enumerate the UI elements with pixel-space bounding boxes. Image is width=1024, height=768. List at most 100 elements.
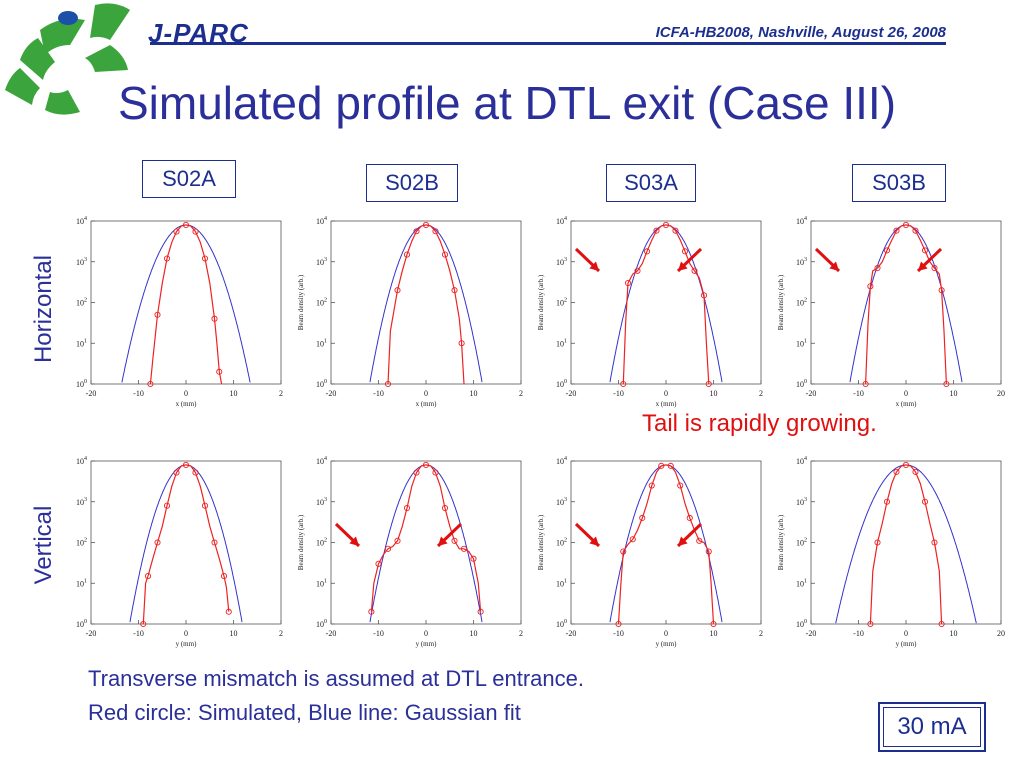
j-parc-logo-icon — [5, 3, 130, 115]
simulated-point-s02a-horizontal — [173, 228, 180, 235]
simulated-point-s03b-horizontal — [867, 283, 874, 290]
arrow-head-right-s03a-vertical — [678, 536, 688, 546]
simulated-point-s02b-vertical — [470, 555, 477, 562]
simulated-point-s02a-vertical — [225, 608, 232, 615]
simulated-line-s03a-vertical — [617, 464, 715, 625]
y-tick-label-s02a-horizontal: 100 — [76, 379, 87, 389]
y-tick-label-s02a-vertical: 101 — [76, 578, 87, 588]
gaussian-fit-line-s02a-horizontal — [121, 224, 251, 383]
simulated-point-s02b-vertical — [451, 537, 458, 544]
simulated-point-s03b-horizontal — [902, 221, 910, 228]
simulated-point-s02b-vertical — [375, 560, 382, 567]
x-axis-label-s03a-horizontal: x (mm) — [656, 400, 677, 408]
x-tick-label-s02a-vertical: -10 — [133, 629, 144, 638]
y-tick-label-s03b-vertical: 101 — [796, 578, 807, 588]
y-tick-label-s03a-horizontal: 100 — [556, 379, 567, 389]
simulated-point-s03b-vertical — [912, 468, 919, 475]
simulated-point-s02a-horizontal — [201, 255, 209, 262]
y-tick-label-s03b-horizontal: 101 — [796, 338, 807, 348]
gaussian-fit-line-s02b-horizontal — [369, 224, 483, 383]
x-axis-label-s02a-vertical: y (mm) — [176, 640, 197, 648]
gaussian-fit-line-s03b-vertical — [835, 464, 977, 624]
simulated-point-s03a-horizontal — [653, 227, 660, 234]
x-tick-label-s03b-horizontal: 20 — [997, 389, 1005, 398]
y-tick-label-s03a-horizontal: 104 — [556, 216, 567, 226]
simulated-point-s02b-horizontal — [422, 221, 430, 228]
y-tick-label-s02a-vertical: 103 — [76, 497, 87, 507]
simulated-point-s03b-vertical — [931, 539, 938, 546]
y-tick-label-s02a-horizontal: 102 — [76, 298, 87, 308]
simulated-point-s03b-horizontal — [874, 265, 881, 272]
simulated-point-s03a-vertical — [639, 514, 646, 522]
x-tick-label-s02b-vertical: -10 — [373, 629, 384, 638]
simulated-point-s03a-vertical — [710, 620, 717, 628]
simulated-point-s03a-vertical — [677, 482, 684, 489]
simulated-point-s02b-vertical — [477, 608, 484, 615]
y-tick-label-s03a-vertical: 100 — [556, 619, 567, 629]
y-tick-label-s02a-horizontal: 104 — [76, 216, 87, 226]
y-tick-label-s03b-vertical: 102 — [796, 538, 807, 548]
simulated-point-s02a-vertical — [182, 461, 190, 468]
x-tick-label-s02b-horizontal: -10 — [373, 389, 384, 398]
y-tick-label-s02b-vertical: 100 — [316, 619, 327, 629]
simulated-point-s03a-vertical — [620, 548, 627, 555]
y-tick-label-s03b-horizontal: 103 — [796, 257, 807, 267]
x-tick-label-s02b-horizontal: 2 — [519, 389, 523, 398]
x-tick-label-s02a-horizontal: 2 — [279, 389, 283, 398]
page-title: Simulated profile at DTL exit (Case III) — [118, 77, 897, 129]
x-tick-label-s02b-vertical: 2 — [519, 629, 523, 638]
simulated-point-s03a-horizontal — [662, 221, 670, 228]
simulated-point-s03a-vertical — [696, 537, 703, 544]
simulated-point-s02a-vertical — [154, 539, 161, 546]
simulated-point-s02a-horizontal — [154, 311, 161, 318]
x-tick-label-s02a-horizontal: 0 — [184, 389, 188, 398]
simulated-point-s02a-vertical — [173, 469, 180, 476]
simulated-point-s03b-vertical — [893, 468, 900, 475]
y-axis-label-s03a-vertical: Beam density (arb.) — [537, 514, 545, 570]
simulated-point-s03b-horizontal — [938, 287, 945, 294]
x-tick-label-s02a-vertical: 2 — [279, 629, 283, 638]
x-tick-label-s03a-vertical: -20 — [566, 629, 577, 638]
x-tick-label-s02a-vertical: 10 — [230, 629, 238, 638]
simulated-point-s02a-horizontal — [163, 255, 171, 262]
x-tick-label-s03a-horizontal: -20 — [566, 389, 577, 398]
simulated-line-s03b-horizontal — [865, 224, 947, 385]
y-axis-label-s02b-vertical: Beam density (arb.) — [297, 514, 305, 570]
x-axis-label-s03b-horizontal: x (mm) — [896, 400, 917, 408]
simulated-point-s02b-horizontal — [458, 340, 465, 347]
simulated-point-s03a-horizontal — [705, 380, 712, 388]
simulated-line-s02b-vertical — [370, 464, 482, 612]
simulated-line-s02a-vertical — [142, 464, 230, 625]
simulated-point-s03a-horizontal — [700, 292, 708, 299]
y-tick-label-s02b-horizontal: 102 — [316, 298, 327, 308]
simulated-point-s02b-horizontal — [451, 287, 458, 294]
footnote-mismatch: Transverse mismatch is assumed at DTL en… — [88, 666, 584, 691]
simulated-point-s02b-horizontal — [441, 251, 449, 258]
y-axis-label-s03b-horizontal: Beam density (arb.) — [777, 274, 785, 330]
simulated-point-s02b-vertical — [422, 461, 430, 468]
y-tick-label-s03a-vertical: 104 — [556, 456, 567, 466]
simulated-point-s03b-vertical — [874, 539, 881, 546]
footnote-legend: Red circle: Simulated, Blue line: Gaussi… — [88, 700, 521, 725]
y-tick-label-s03b-vertical: 103 — [796, 497, 807, 507]
simulated-point-s03a-horizontal — [643, 248, 651, 255]
case-label-s03a: S03A — [606, 164, 696, 202]
x-tick-label-s02b-vertical: -20 — [326, 629, 337, 638]
beam-current-value: 30 mA — [883, 707, 981, 747]
y-tick-label-s03b-horizontal: 100 — [796, 379, 807, 389]
plot-frame-s03b-vertical — [810, 460, 1002, 625]
x-tick-label-s03a-horizontal: 2 — [759, 389, 763, 398]
tail-growing-annotation: Tail is rapidly growing. — [642, 410, 877, 437]
simulated-point-s02b-vertical — [460, 545, 468, 552]
simulated-point-s02a-vertical — [201, 502, 209, 509]
simulated-line-s02b-horizontal — [387, 224, 465, 385]
simulated-point-s03a-horizontal — [634, 267, 641, 274]
x-tick-label-s02b-horizontal: 10 — [470, 389, 478, 398]
simulated-point-s03b-vertical — [938, 620, 945, 628]
y-tick-label-s02b-horizontal: 104 — [316, 216, 327, 226]
simulated-point-s03b-horizontal — [893, 227, 900, 234]
x-tick-label-s03a-vertical: 2 — [759, 629, 763, 638]
conference-text: ICFA-HB2008, Nashville, August 26, 2008 — [655, 24, 946, 41]
plot-frame-s03a-vertical — [570, 460, 762, 625]
header-rule — [150, 42, 946, 45]
